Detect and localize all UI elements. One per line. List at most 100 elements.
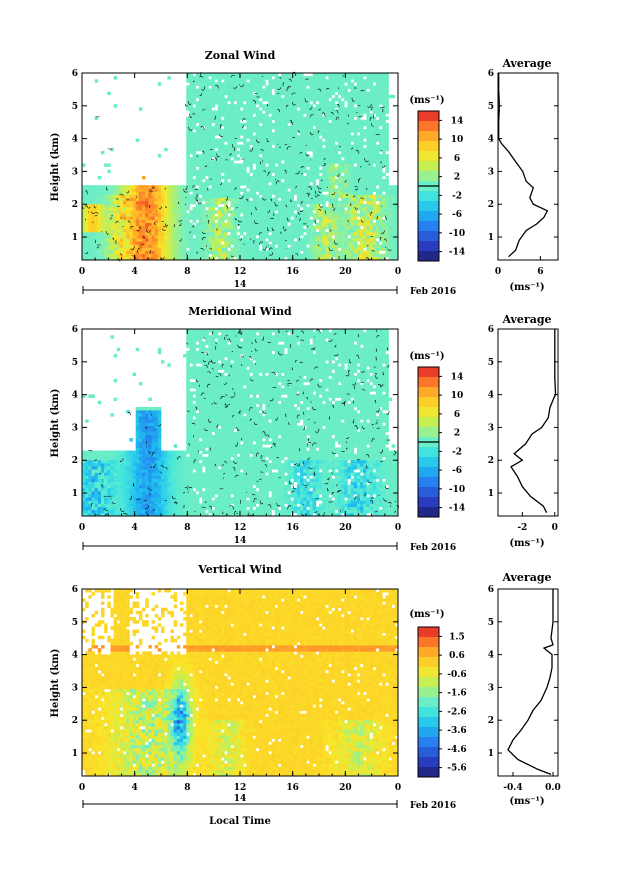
- heatmap-cell: [202, 172, 206, 177]
- heatmap-cell: [138, 194, 143, 199]
- heatmap-cell: [224, 166, 228, 170]
- heatmap-cell: [192, 85, 197, 89]
- heatmap-cell: [284, 178, 288, 183]
- heatmap-cell: [385, 85, 389, 89]
- heatmap-cell: [246, 256, 250, 261]
- contour-line: [319, 204, 324, 208]
- heatmap-cell: [132, 219, 137, 223]
- heatmap-cell: [227, 107, 231, 111]
- heatmap-cell: [195, 76, 200, 80]
- contour-line: [262, 246, 267, 251]
- heatmap-cell: [173, 188, 178, 192]
- heatmap-cell: [309, 97, 314, 102]
- heatmap-cell: [281, 210, 285, 214]
- heatmap-cell: [164, 231, 168, 236]
- heatmap-cell: [243, 160, 247, 164]
- heatmap-cell: [100, 188, 105, 192]
- heatmap-cell: [277, 144, 282, 149]
- heatmap-cell: [252, 141, 257, 146]
- heatmap-cell: [258, 228, 263, 233]
- heatmap-cell: [303, 197, 307, 202]
- heatmap-cell: [322, 132, 326, 136]
- heatmap-cell: [315, 207, 320, 211]
- heatmap-cell: [94, 244, 99, 248]
- heatmap-cell: [363, 79, 367, 83]
- heatmap-cell: [293, 132, 298, 136]
- heatmap-cell: [366, 200, 370, 205]
- heatmap-cell: [344, 132, 348, 136]
- heatmap-cell: [236, 82, 241, 86]
- heatmap-cell: [379, 107, 383, 111]
- heatmap-cell: [375, 94, 380, 99]
- heatmap-cell: [281, 222, 285, 227]
- heatmap-cell: [217, 256, 222, 261]
- heatmap-cell: [230, 138, 235, 142]
- heatmap-cell: [262, 219, 266, 223]
- heatmap-cell: [113, 228, 118, 233]
- heatmap-cell: [224, 101, 228, 105]
- heatmap-cell: [303, 141, 307, 146]
- heatmap-cell: [230, 141, 235, 146]
- heatmap-cell: [148, 225, 152, 230]
- heatmap-cell: [243, 178, 247, 183]
- heatmap-cell: [315, 110, 320, 114]
- heatmap-cell: [198, 147, 203, 152]
- heatmap-cell: [249, 157, 253, 161]
- heatmap-cell: [315, 169, 320, 174]
- heatmap-cell: [195, 125, 200, 130]
- heatmap-cell: [391, 216, 396, 220]
- heatmap-cell: [306, 107, 310, 111]
- heatmap-cell: [258, 203, 263, 208]
- heatmap-cell: [350, 210, 355, 214]
- heatmap-cell: [328, 141, 332, 146]
- heatmap-cell: [205, 113, 209, 117]
- heatmap-cell: [328, 247, 332, 251]
- heatmap-cell: [356, 163, 361, 167]
- heatmap-cell: [227, 194, 231, 199]
- heatmap-cell: [360, 104, 364, 108]
- heatmap-cell: [211, 163, 216, 167]
- heatmap-cell: [328, 178, 332, 183]
- heatmap-cell: [173, 238, 178, 242]
- contour-line: [85, 251, 89, 255]
- heatmap-cell: [214, 163, 219, 167]
- heatmap-cell: [189, 247, 193, 251]
- heatmap-cell: [227, 185, 231, 189]
- heatmap-cell: [192, 160, 197, 164]
- heatmap-cell: [303, 175, 307, 180]
- heatmap-cell: [123, 247, 127, 251]
- heatmap-cell: [312, 194, 317, 199]
- colorbar-swatch: [418, 111, 439, 122]
- heatmap-cell: [325, 213, 329, 217]
- heatmap-cell: [366, 210, 370, 214]
- heatmap-cell: [344, 129, 348, 133]
- contour-line: [351, 147, 354, 150]
- heatmap-cell: [179, 210, 184, 214]
- heatmap-cell: [129, 250, 133, 255]
- heatmap-cell: [334, 138, 339, 142]
- heatmap-cell: [195, 194, 200, 199]
- heatmap-cell: [375, 256, 380, 261]
- heatmap-cell: [347, 101, 351, 105]
- heatmap-cell: [132, 228, 137, 233]
- heatmap-cell: [107, 207, 111, 211]
- heatmap-cell: [319, 141, 323, 146]
- heatmap-cell: [126, 250, 130, 255]
- heatmap-cell: [372, 119, 377, 124]
- heatmap-cell: [344, 122, 348, 127]
- heatmap-cell: [300, 82, 304, 86]
- heatmap-cell: [331, 129, 336, 133]
- heatmap-cell: [221, 191, 225, 195]
- heatmap-cell: [249, 91, 253, 96]
- heatmap-cell: [334, 228, 339, 233]
- heatmap-cell: [353, 101, 358, 105]
- heatmap-cell: [334, 88, 339, 93]
- heatmap-cell: [208, 231, 212, 236]
- heatmap-cell: [309, 222, 314, 227]
- heatmap-cell: [277, 160, 282, 164]
- heatmap-cell: [224, 247, 228, 251]
- heatmap-cell: [230, 203, 235, 208]
- heatmap-cell: [227, 132, 231, 136]
- heatmap-cell: [337, 88, 342, 93]
- heatmap-cell: [240, 154, 244, 158]
